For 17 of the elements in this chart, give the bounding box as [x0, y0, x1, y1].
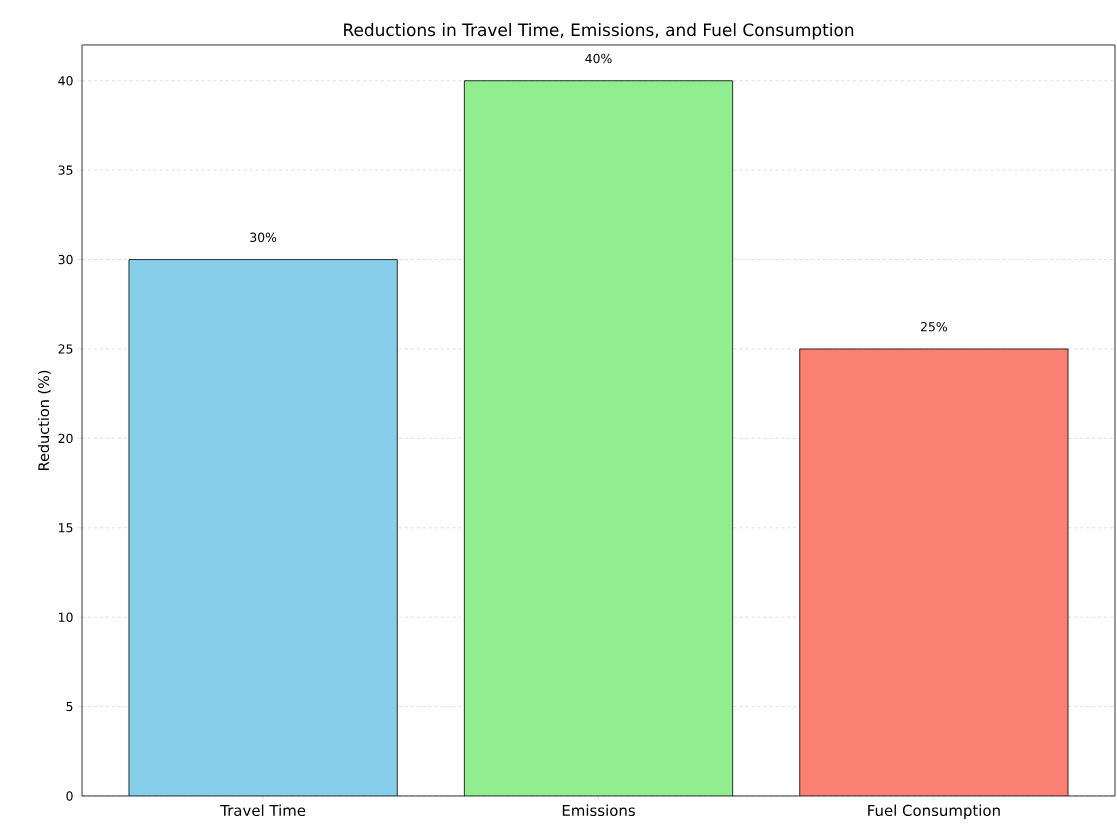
y-tick-label: 0 — [66, 791, 73, 801]
x-tick-label: Fuel Consumption — [868, 804, 1000, 819]
y-tick-label: 10 — [59, 612, 73, 622]
y-tick-label: 30 — [58, 254, 73, 265]
y-tick-label: 20 — [58, 433, 73, 444]
y-tick-label: 40 — [58, 76, 73, 86]
x-tick-label: Emissions — [562, 804, 635, 817]
y-tick-label: 25 — [58, 344, 73, 354]
y-tick-label: 35 — [58, 165, 73, 175]
y-axis-title: Reduction (%) — [37, 370, 51, 470]
data-label: 30% — [250, 232, 277, 243]
y-tick-label: 5 — [66, 701, 73, 712]
data-label: 25% — [920, 322, 948, 332]
x-tick-label: Travel Time — [220, 804, 306, 817]
y-tick-label: 15 — [59, 523, 73, 533]
chart-title: Reductions in Travel Time, Emissions, and Fuel Consumption — [344, 23, 854, 40]
data-label: 40% — [585, 53, 612, 64]
